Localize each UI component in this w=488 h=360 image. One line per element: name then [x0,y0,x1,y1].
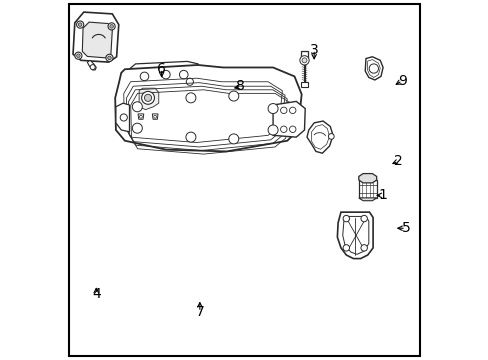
Polygon shape [82,22,112,58]
Polygon shape [124,62,200,93]
Polygon shape [115,65,301,152]
Polygon shape [73,12,119,62]
Circle shape [144,94,151,102]
Circle shape [78,23,82,26]
Polygon shape [87,60,96,70]
Circle shape [142,91,154,104]
Circle shape [140,72,148,81]
Text: 4: 4 [92,287,101,301]
Circle shape [77,54,80,58]
Text: 5: 5 [401,221,409,235]
Circle shape [360,245,366,251]
Circle shape [267,104,278,113]
Circle shape [108,23,115,30]
Circle shape [77,21,83,28]
Circle shape [289,107,295,113]
Circle shape [107,56,111,60]
Text: 7: 7 [195,305,204,319]
Polygon shape [135,85,162,114]
Circle shape [289,126,295,132]
Polygon shape [306,121,332,153]
Circle shape [299,56,308,65]
Polygon shape [138,114,143,119]
Polygon shape [182,75,197,89]
Circle shape [110,24,113,28]
Circle shape [267,125,278,135]
Circle shape [343,245,349,251]
Text: 8: 8 [236,80,245,93]
Text: 2: 2 [393,154,402,168]
Polygon shape [128,111,167,130]
Polygon shape [152,114,158,119]
Polygon shape [300,51,307,58]
Circle shape [162,70,170,79]
Polygon shape [358,180,376,198]
Circle shape [228,134,238,144]
Text: 1: 1 [377,188,386,202]
Polygon shape [358,174,376,183]
Circle shape [302,58,306,63]
Polygon shape [365,57,382,80]
Circle shape [185,93,196,103]
Circle shape [153,115,156,118]
Polygon shape [358,198,376,201]
Circle shape [186,78,193,85]
Circle shape [280,107,286,113]
Circle shape [179,70,188,79]
Circle shape [185,132,196,142]
Text: 3: 3 [309,42,318,57]
Circle shape [328,134,333,139]
Text: 6: 6 [157,62,166,76]
Polygon shape [139,88,159,110]
Polygon shape [337,212,372,258]
Circle shape [75,52,82,59]
Circle shape [132,102,142,112]
Circle shape [228,91,238,101]
Circle shape [139,115,142,118]
Circle shape [106,54,113,62]
Circle shape [132,123,142,133]
Circle shape [120,114,127,121]
Text: 9: 9 [397,74,406,88]
Circle shape [360,215,366,222]
Polygon shape [272,102,305,137]
Polygon shape [300,82,307,87]
Circle shape [90,64,95,69]
Circle shape [280,126,286,132]
Polygon shape [116,103,129,132]
Circle shape [368,64,378,73]
Circle shape [343,215,349,222]
